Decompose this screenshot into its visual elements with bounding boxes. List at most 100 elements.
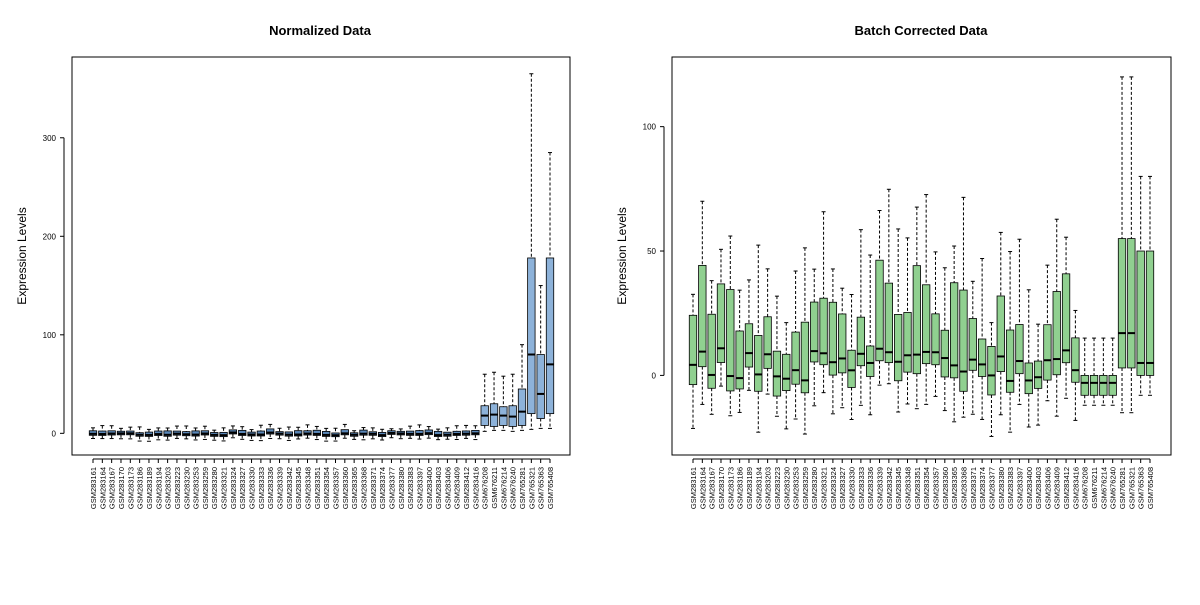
box-body — [1136, 250, 1145, 376]
chart-title-batch-corrected: Batch Corrected Data — [855, 23, 989, 38]
x-tick-label: GSM283167 — [708, 467, 717, 509]
y-axis-label-normalized: Expression Levels — [15, 207, 29, 304]
box-GSM283194 — [754, 244, 763, 433]
box-body — [996, 295, 1005, 372]
x-tick-label: GSM283189 — [145, 467, 154, 509]
y-axis-normalized: 0 100 200 300 — [43, 134, 65, 438]
x-tick-label: GSM283280 — [210, 467, 219, 509]
box-GSM283333 — [856, 229, 866, 406]
box-GSM283280 — [210, 429, 219, 441]
x-tick-label: GSM676208 — [481, 467, 490, 509]
box-GSM283409 — [1052, 218, 1061, 417]
x-tick-label: GSM283380 — [997, 467, 1006, 509]
box-GSM765281 — [1117, 76, 1127, 414]
x-tick-label: GSM283365 — [350, 467, 359, 509]
x-tick-label: GSM283412 — [462, 467, 471, 509]
x-tick-label: GSM283342 — [285, 467, 294, 509]
box-GSM283164 — [98, 425, 107, 440]
box-body — [856, 316, 866, 367]
x-tick-label: GSM283409 — [1053, 467, 1062, 509]
box-GSM283377 — [387, 428, 396, 439]
box-GSM283412 — [1061, 236, 1071, 399]
x-tick-label: GSM283377 — [987, 467, 996, 509]
box-GSM283383 — [405, 425, 415, 439]
x-tick-label: GSM283164 — [698, 467, 707, 509]
y-axis-label-batch-corrected: Expression Levels — [615, 207, 629, 304]
box-GSM283380 — [396, 428, 405, 440]
box-body — [1043, 324, 1052, 381]
box-GSM283400 — [424, 426, 433, 439]
box-body — [433, 430, 443, 437]
x-tick-label: GSM283383 — [1006, 467, 1015, 509]
x-tick-label: GSM283371 — [369, 467, 378, 509]
box-GSM283333 — [256, 424, 266, 442]
box-body — [875, 259, 884, 362]
panel-normalized: Normalized Data Expression Levels 0 100 20… — [15, 23, 571, 509]
box-GSM283189 — [744, 279, 754, 391]
box-GSM283368 — [359, 427, 368, 441]
box-body — [950, 282, 959, 379]
box-GSM283203 — [163, 427, 172, 441]
x-tick-label: GSM283416 — [471, 467, 480, 509]
box-GSM283186 — [135, 426, 144, 442]
box-body — [256, 430, 266, 437]
box-GSM283371 — [368, 427, 377, 440]
x-tick-label: GSM765321 — [1127, 467, 1136, 509]
x-tick-label: GSM283377 — [387, 467, 396, 509]
box-body — [940, 329, 949, 378]
box-body — [517, 388, 527, 426]
y-tick-label: 100 — [43, 331, 57, 340]
y-tick-label: 100 — [643, 123, 657, 132]
x-tick-label: GSM283167 — [108, 467, 117, 509]
box-GSM283189 — [144, 428, 154, 442]
box-GSM283345 — [294, 426, 303, 440]
x-tick-label: GSM283333 — [857, 467, 866, 509]
x-tick-label: GSM283194 — [154, 467, 163, 509]
x-tick-label: GSM283189 — [745, 467, 754, 509]
box-body — [716, 283, 726, 363]
box-body — [922, 284, 931, 365]
x-tick-label: GSM283371 — [969, 467, 978, 509]
x-tick-label: GSM676214 — [1099, 467, 1108, 509]
box-GSM283368 — [959, 196, 968, 418]
box-body — [294, 430, 303, 437]
box-GSM283173 — [726, 235, 735, 417]
x-tick-label: GSM283161 — [689, 467, 698, 509]
x-tick-label: GSM283223 — [173, 467, 182, 509]
box-GSM283280 — [810, 268, 819, 407]
box-GSM283203 — [763, 268, 772, 395]
x-tick-label: GSM676214 — [499, 467, 508, 509]
x-tick-label: GSM676208 — [1081, 467, 1090, 509]
box-body — [847, 349, 856, 388]
box-GSM765321 — [1127, 76, 1136, 414]
x-tick-label: GSM283321 — [820, 467, 829, 509]
box-GSM283223 — [172, 425, 182, 439]
x-tick-label: GSM283365 — [950, 467, 959, 509]
box-body — [266, 428, 275, 435]
x-tick-label: GSM765408 — [1146, 467, 1155, 509]
box-GSM676208 — [480, 373, 489, 432]
box-body — [1005, 329, 1015, 393]
box-GSM283360 — [940, 267, 949, 412]
x-tick-label: GSM283368 — [359, 467, 368, 509]
box-body — [987, 346, 996, 396]
box-body — [754, 335, 763, 392]
box-body — [810, 301, 819, 363]
box-GSM283339 — [275, 427, 284, 440]
y-tick-label: 0 — [652, 371, 657, 380]
box-GSM283371 — [968, 280, 977, 415]
x-tick-label: GSM283342 — [885, 467, 894, 509]
box-body — [1117, 238, 1127, 369]
box-body — [838, 313, 847, 374]
y-tick-label: 0 — [52, 429, 57, 438]
x-tick-label: GSM283412 — [1062, 467, 1071, 509]
box-GSM283354 — [922, 194, 931, 405]
box-GSM283186 — [735, 289, 744, 413]
box-GSM283354 — [322, 427, 331, 442]
x-tick-label: GSM283186 — [136, 467, 145, 509]
box-GSM283400 — [1024, 289, 1033, 428]
box-GSM283416 — [1071, 309, 1080, 421]
x-tick-label: GSM283339 — [876, 467, 885, 509]
box-GSM283342 — [884, 188, 893, 385]
box-GSM765321 — [527, 73, 536, 430]
